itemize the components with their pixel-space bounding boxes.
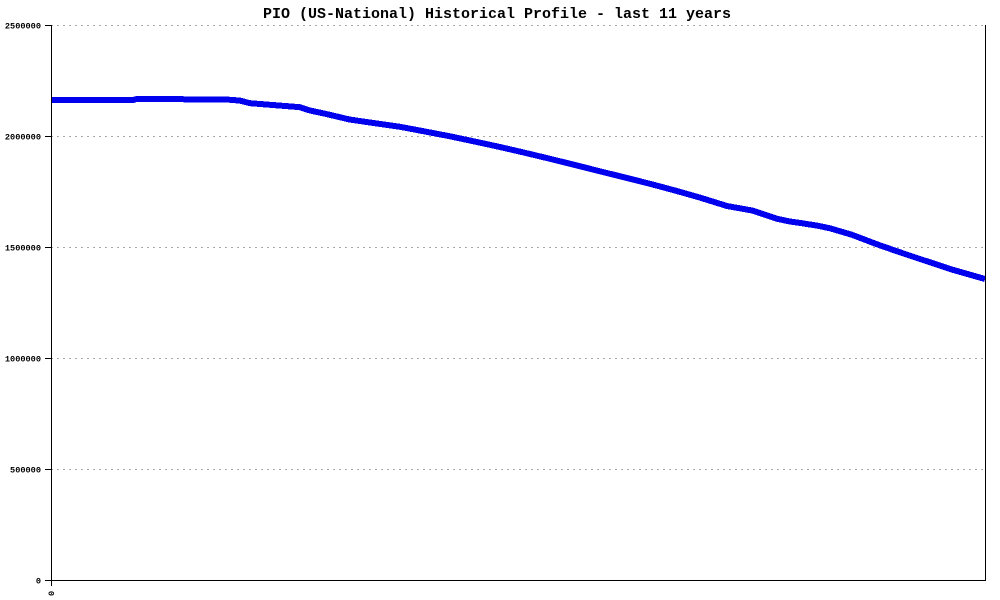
svg-text:2000000: 2000000 — [5, 133, 41, 143]
svg-text:1500000: 1500000 — [5, 244, 41, 254]
svg-text:PIO (US-National) Historical P: PIO (US-National) Historical Profile - l… — [263, 6, 731, 23]
svg-text:500000: 500000 — [10, 466, 41, 476]
svg-text:2500000: 2500000 — [5, 22, 41, 32]
svg-text:0: 0 — [36, 577, 41, 587]
svg-text:0: 0 — [46, 591, 56, 596]
svg-text:1000000: 1000000 — [5, 355, 41, 365]
